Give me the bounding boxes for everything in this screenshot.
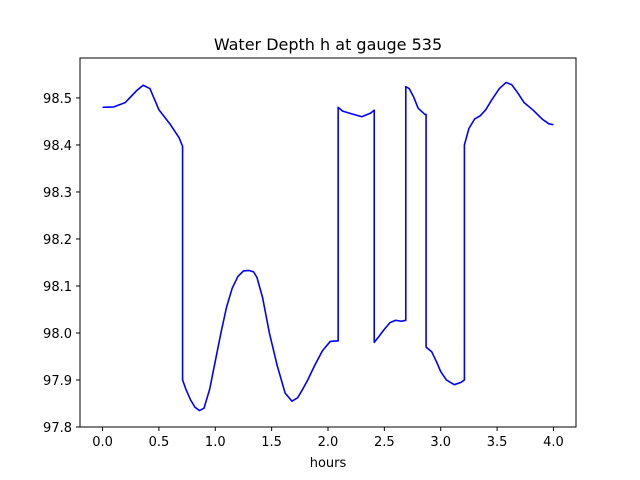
y-tick-label: 98.0 [43, 327, 72, 342]
y-tick-label: 97.9 [43, 374, 72, 389]
x-tick-label: 1.5 [261, 435, 282, 450]
x-tick-label: 2.5 [374, 435, 395, 450]
x-tick-label: 2.0 [318, 435, 339, 450]
chart-title: Water Depth h at gauge 535 [214, 35, 442, 54]
y-tick-label: 98.2 [43, 233, 72, 248]
x-axis: 0.0 0.5 1.0 1.5 2.0 2.5 3.0 3.5 4.0 [92, 427, 564, 450]
y-tick-label: 98.5 [43, 92, 72, 107]
plot-area [102, 81, 554, 412]
y-tick-label: 98.4 [43, 139, 72, 154]
x-tick-label: 4.0 [543, 435, 564, 450]
y-tick-label: 98.3 [43, 186, 72, 201]
plot-frame [79, 57, 577, 428]
x-tick-label: 0.5 [149, 435, 170, 450]
y-tick-label: 97.8 [43, 421, 72, 436]
x-tick-label: 3.5 [487, 435, 508, 450]
y-tick-label: 98.1 [43, 280, 72, 295]
x-axis-label: hours [310, 456, 347, 471]
x-tick-label: 0.0 [92, 435, 113, 450]
series-line-0 [102, 81, 554, 412]
x-tick-label: 3.0 [430, 435, 451, 450]
x-tick-label: 1.0 [205, 435, 226, 450]
y-axis: 97.8 97.9 98.0 98.1 98.2 98.3 98.4 98.5 [43, 92, 80, 436]
